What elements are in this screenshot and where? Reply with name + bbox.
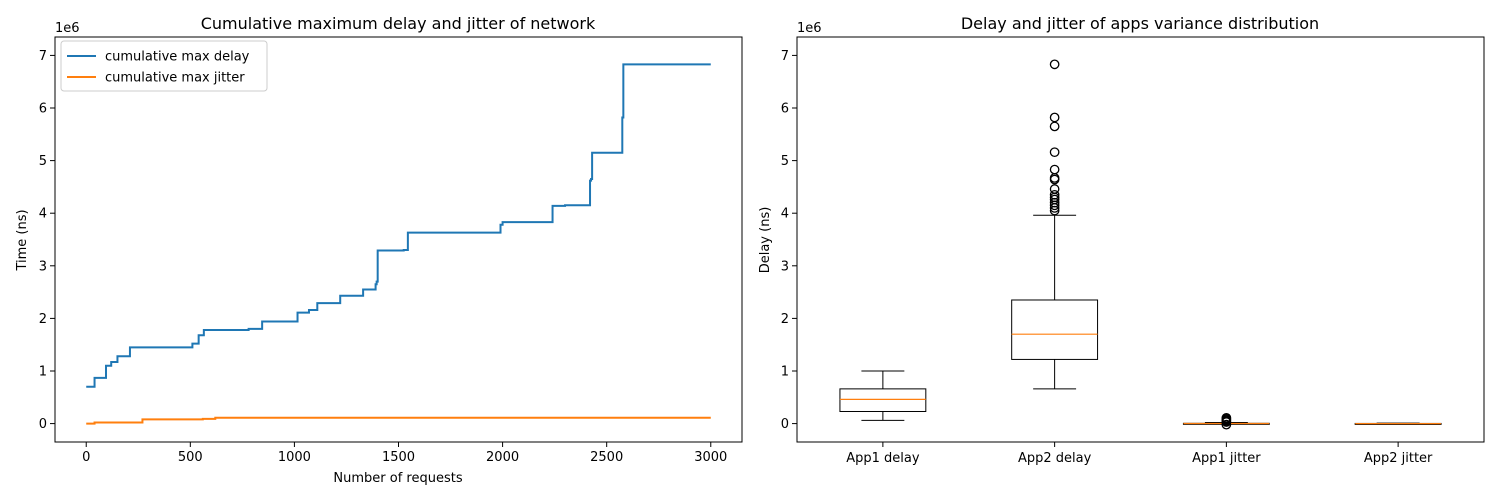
- y-tick-label: 5: [781, 154, 789, 169]
- y-tick-label: 1: [781, 364, 789, 379]
- x-tick-label: 1500: [382, 450, 415, 465]
- plot-marks: [839, 59, 1442, 430]
- legend-label-delay: cumulative max delay: [105, 50, 250, 65]
- outlier-point: [1221, 412, 1232, 423]
- box-2: [1011, 59, 1099, 390]
- outlier-point: [1049, 189, 1060, 200]
- box-1: [839, 370, 927, 421]
- x-tick-label: 1000: [278, 450, 311, 465]
- chart-variance-distribution: Delay and jitter of apps variance distri…: [758, 14, 1485, 466]
- chart-title: Delay and jitter of apps variance distri…: [961, 14, 1319, 33]
- y-tick-label: 7: [39, 49, 47, 64]
- outlier-point: [1049, 184, 1060, 194]
- y-tick-label: 5: [39, 154, 47, 169]
- y-axis-label: Time (ns): [15, 209, 30, 271]
- outlier-point: [1049, 147, 1060, 158]
- y-tick-label: 4: [39, 207, 47, 222]
- outlier-point: [1049, 112, 1060, 123]
- series-line-jitter: [86, 416, 711, 425]
- x-tick-label: 0: [82, 450, 90, 465]
- y-offset-label: 1e6: [797, 21, 822, 36]
- y-tick-label: 3: [39, 259, 47, 274]
- x-tick-label: 2500: [590, 450, 623, 465]
- chart-cumulative-max: Cumulative maximum delay and jitter of n…: [15, 14, 743, 486]
- y-tick-label: 2: [781, 312, 789, 327]
- y-axis-label: Delay (ns): [758, 207, 773, 274]
- x-tick-label: 500: [178, 450, 203, 465]
- box-body: [1011, 299, 1099, 360]
- series-line-delay: [86, 63, 711, 388]
- axes-frame: [54, 36, 743, 443]
- x-tick-label: App1 jitter: [1192, 451, 1261, 466]
- y-tick-label: 7: [781, 49, 789, 64]
- x-tick-label: 3000: [694, 450, 727, 465]
- y-tick-label: 1: [39, 364, 47, 379]
- x-tick-label: App2 delay: [1018, 451, 1092, 466]
- y-tick-label: 3: [781, 259, 789, 274]
- outlier-point: [1049, 59, 1060, 70]
- box-4: [1354, 422, 1442, 425]
- outlier-point: [1049, 164, 1060, 175]
- y-tick-label: 6: [781, 102, 789, 117]
- legend: cumulative max delay cumulative max jitt…: [60, 40, 268, 92]
- legend-label-jitter: cumulative max jitter: [105, 71, 245, 86]
- outlier-point: [1049, 121, 1060, 132]
- axes: App1 delay App2 delay App1 jitter App2 jitt…: [781, 36, 1485, 466]
- y-offset-label: 1e6: [55, 21, 80, 36]
- y-tick-label: 0: [781, 417, 789, 432]
- chart-title: Cumulative maximum delay and jitter of n…: [201, 14, 596, 33]
- y-tick-label: 2: [39, 312, 47, 327]
- x-tick-label: App2 jitter: [1364, 451, 1433, 466]
- axes-frame: [796, 36, 1485, 443]
- outlier-point: [1221, 419, 1232, 430]
- plot-marks: [86, 63, 711, 425]
- x-tick-label: 2000: [486, 450, 519, 465]
- axes: 0 500 1000 1500 2000 2500 3000 0 1 2 3 4 5 6 7: [39, 36, 743, 465]
- x-axis-label: Number of requests: [333, 471, 462, 486]
- box-body: [839, 388, 927, 412]
- box-3: [1182, 412, 1270, 430]
- legend-box: [60, 40, 268, 92]
- y-tick-label: 0: [39, 417, 47, 432]
- y-tick-label: 6: [39, 102, 47, 117]
- y-tick-label: 4: [781, 207, 789, 222]
- x-tick-label: App1 delay: [846, 451, 920, 466]
